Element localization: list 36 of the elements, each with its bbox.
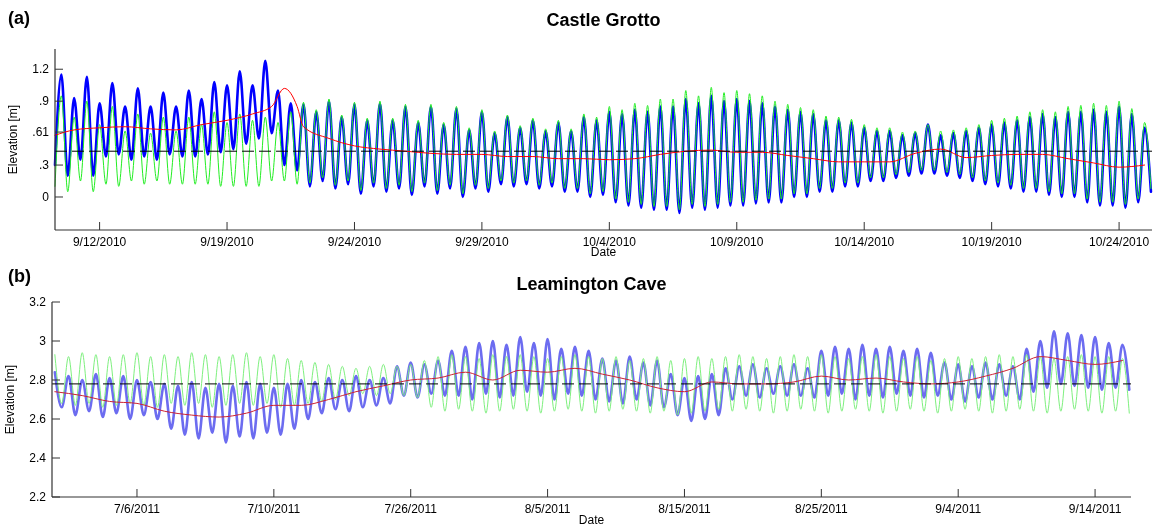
chart-title: Leamington Cave xyxy=(516,274,667,294)
x-tick-label: 10/9/2010 xyxy=(710,235,764,249)
x-tick-label: 10/14/2010 xyxy=(834,235,895,249)
y-tick-label: 1.2 xyxy=(32,62,50,77)
x-tick-label: 9/19/2010 xyxy=(200,235,255,249)
x-tick-label: 8/25/2011 xyxy=(795,502,848,516)
x-tick-label: 9/24/2010 xyxy=(327,235,382,249)
x-tick-label: 8/5/2011 xyxy=(524,502,571,516)
y-tick-label: 2.4 xyxy=(29,451,47,466)
y-tick-label: 3.2 xyxy=(29,295,47,310)
x-tick-label: 10/24/2010 xyxy=(1089,235,1150,249)
y-axis-title: Elevation [m] xyxy=(6,104,20,175)
x-tick-label: 7/6/2011 xyxy=(114,502,161,516)
chart-title: Castle Grotto xyxy=(546,10,661,30)
x-axis-title: Date xyxy=(578,513,605,527)
x-tick-label: 7/26/2011 xyxy=(384,502,438,516)
x-tick-label: 7/10/2011 xyxy=(247,502,301,516)
x-tick-label: 9/12/2010 xyxy=(72,235,127,249)
y-tick-label: 2.2 xyxy=(29,490,47,505)
y-tick-label: 2.8 xyxy=(29,373,47,388)
text: (a) xyxy=(8,8,30,28)
text: (b) xyxy=(8,266,31,286)
x-tick-label: 9/29/2010 xyxy=(455,235,509,249)
y-tick-label: 0 xyxy=(42,190,50,205)
y-tick-label: .61 xyxy=(32,125,50,140)
y-axis-title: Elevation [m] xyxy=(3,364,17,435)
y-tick-label: 3 xyxy=(39,334,47,349)
x-tick-label: 8/15/2011 xyxy=(658,502,712,516)
y-tick-label: .3 xyxy=(38,158,50,173)
line-series xyxy=(54,87,1146,168)
line-series xyxy=(54,86,1152,211)
x-tick-label: 9/14/2011 xyxy=(1068,502,1122,516)
y-tick-label: .9 xyxy=(38,94,50,109)
x-tick-label: 10/19/2010 xyxy=(961,235,1022,249)
y-tick-label: 2.6 xyxy=(29,412,47,427)
x-tick-label: 9/4/2011 xyxy=(935,502,982,516)
